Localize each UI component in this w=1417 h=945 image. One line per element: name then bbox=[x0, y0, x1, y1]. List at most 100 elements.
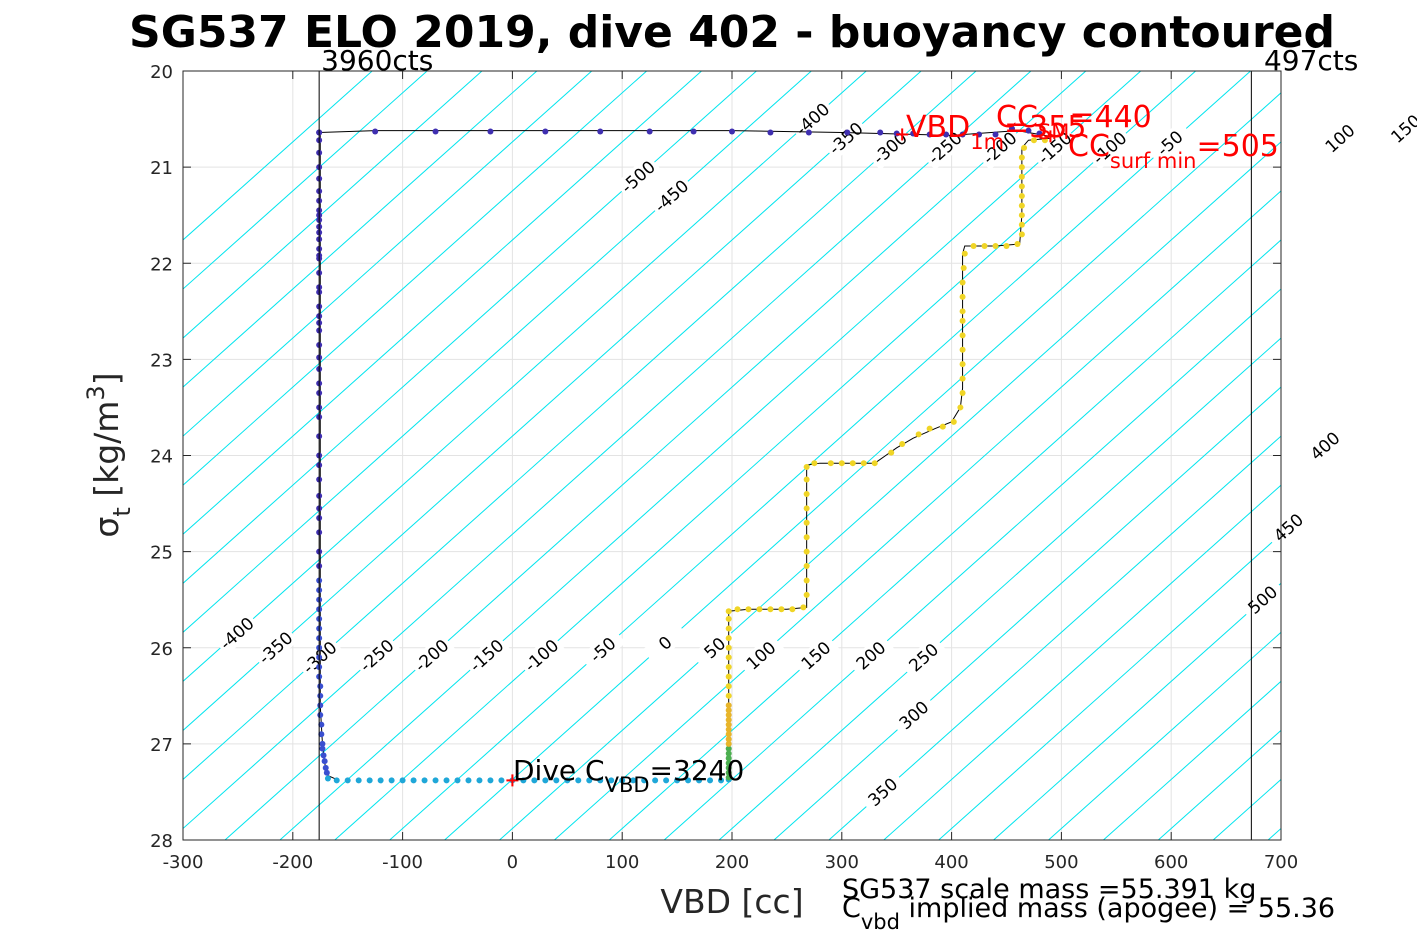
climb-point bbox=[1018, 212, 1025, 219]
dive-point bbox=[663, 777, 670, 784]
y-label-unit: [kg/m bbox=[87, 401, 126, 508]
y-tick-label: 20 bbox=[150, 62, 173, 83]
dive-point bbox=[317, 712, 324, 719]
contour-label-bg bbox=[859, 769, 906, 815]
dive-suffix: =3240 bbox=[650, 754, 745, 787]
dive-point bbox=[531, 777, 538, 784]
contour-line bbox=[183, 71, 428, 290]
dive-point bbox=[317, 702, 324, 709]
dive-point bbox=[322, 764, 329, 771]
y-tick-label: 25 bbox=[150, 543, 173, 564]
contour-label-bg bbox=[615, 154, 662, 199]
contour-line bbox=[993, 582, 1281, 840]
chart-title: SG537 ELO 2019, dive 402 - buoyancy cont… bbox=[129, 7, 1335, 58]
y-tick-label: 26 bbox=[150, 639, 173, 660]
annotation-cc-sm: CCSM=440 bbox=[996, 100, 1152, 144]
contour-line bbox=[554, 190, 1281, 840]
climb-point bbox=[827, 460, 834, 467]
x-axis-label: VBD [cc] bbox=[660, 882, 803, 921]
climb-point bbox=[803, 505, 810, 512]
contour-line bbox=[183, 71, 867, 683]
dive-point bbox=[377, 777, 384, 784]
climb-point bbox=[959, 293, 966, 300]
implied-suffix: implied mass (apogee) = 55.36 bbox=[900, 893, 1335, 924]
contour-line bbox=[499, 141, 1281, 840]
climb-point bbox=[959, 317, 966, 324]
climb-point bbox=[1041, 137, 1048, 144]
count-label: 497cts bbox=[1264, 44, 1358, 77]
x-tick-label: 500 bbox=[1044, 852, 1078, 873]
x-axis-ticks: -300 -200 -100 0 100 200 300 400 500 600 700 bbox=[163, 71, 1298, 873]
x-tick-label: 0 bbox=[507, 852, 518, 873]
climb-point bbox=[1018, 202, 1025, 209]
surface-point bbox=[487, 128, 494, 135]
contour-line bbox=[334, 71, 1196, 840]
surface-profile-line bbox=[319, 130, 1051, 137]
x-tick-label: 100 bbox=[605, 852, 639, 873]
dive-point bbox=[399, 777, 406, 784]
climb-point bbox=[725, 702, 732, 709]
dive-point bbox=[465, 777, 472, 784]
climb-point bbox=[725, 755, 732, 762]
dive-point bbox=[388, 777, 395, 784]
y-tick-label: 27 bbox=[150, 735, 173, 756]
surface-point bbox=[959, 131, 966, 138]
climb-point bbox=[725, 707, 732, 714]
surface-point bbox=[432, 128, 439, 135]
climb-point bbox=[803, 476, 810, 483]
x-tick-label: -200 bbox=[272, 852, 313, 873]
contour-line bbox=[279, 71, 1142, 840]
climb-point bbox=[959, 308, 966, 315]
surface-point bbox=[1036, 130, 1043, 137]
surface-point bbox=[542, 128, 549, 135]
dive-point bbox=[696, 777, 703, 784]
x-tick-label: 600 bbox=[1154, 852, 1188, 873]
dive-point bbox=[476, 777, 483, 784]
climb-point bbox=[960, 265, 967, 272]
cc-prefix: CC bbox=[996, 100, 1038, 135]
surface-point bbox=[943, 131, 950, 138]
dive-point bbox=[319, 745, 326, 752]
climb-point bbox=[961, 250, 968, 257]
climb-point bbox=[778, 606, 785, 613]
contour-label-bg bbox=[1265, 505, 1312, 550]
contour-label-bg bbox=[792, 633, 839, 678]
climb-point bbox=[1018, 173, 1025, 180]
y-tick-label: 24 bbox=[150, 447, 173, 468]
contour-label-bg bbox=[900, 635, 947, 680]
climb-point bbox=[734, 606, 741, 613]
y-tick-label: 21 bbox=[150, 158, 173, 179]
contour-labels: -400-350 -300 -250 -200 -150 -100 -50 0 50 100 150… bbox=[213, 96, 1417, 815]
dive-point bbox=[498, 777, 505, 784]
contour-line bbox=[183, 71, 483, 339]
dive-point bbox=[432, 777, 439, 784]
y-label-sub: t bbox=[108, 507, 136, 516]
dive-points bbox=[316, 125, 1057, 787]
dive-point bbox=[323, 769, 330, 776]
climb-point bbox=[725, 769, 732, 776]
cc-sub: SM bbox=[1038, 120, 1069, 144]
dive-point bbox=[318, 721, 325, 728]
surface-point bbox=[844, 129, 851, 136]
climb-point bbox=[800, 604, 807, 611]
climb-point bbox=[959, 279, 966, 286]
dive-point bbox=[619, 777, 626, 784]
contour-line bbox=[183, 71, 538, 388]
contour-label-bg bbox=[737, 633, 785, 678]
dive-point bbox=[320, 752, 327, 759]
dive-point bbox=[366, 777, 373, 784]
x-tick-label: -100 bbox=[382, 852, 423, 873]
climb-point bbox=[950, 418, 957, 425]
climb-point bbox=[970, 242, 977, 249]
contour-label-bg bbox=[213, 611, 260, 656]
vbd-prefix: VBD bbox=[906, 110, 970, 145]
y-label-end: ] bbox=[87, 372, 126, 385]
climb-point bbox=[1003, 242, 1010, 249]
surface-point bbox=[910, 130, 917, 137]
contour-line bbox=[663, 288, 1281, 840]
climb-point bbox=[725, 774, 732, 781]
y-axis-ticks: 20 21 22 23 24 25 26 27 28 bbox=[150, 62, 1281, 852]
dive-point bbox=[652, 777, 659, 784]
surface-point bbox=[877, 129, 884, 136]
surface-point bbox=[1025, 127, 1032, 134]
